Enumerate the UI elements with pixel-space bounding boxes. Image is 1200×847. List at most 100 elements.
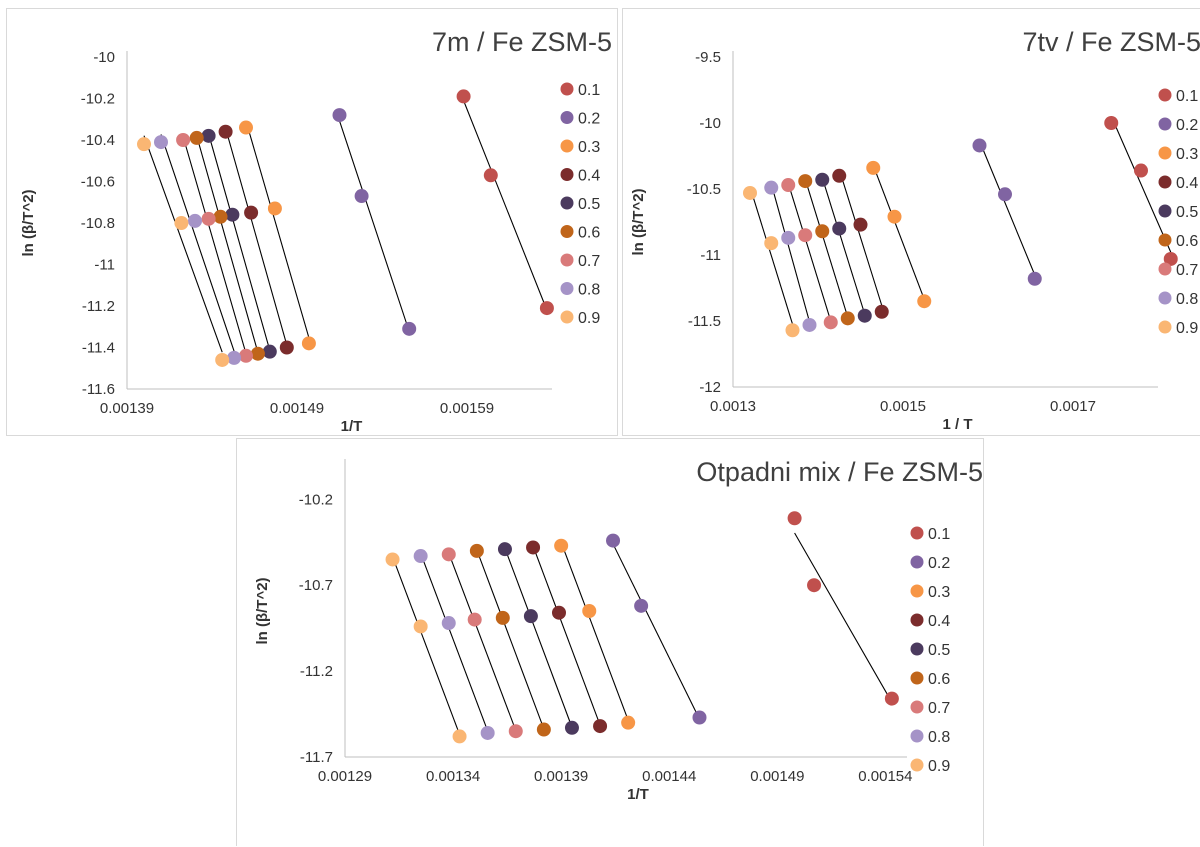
data-point: [887, 209, 902, 224]
legend-label: 0.9: [928, 758, 950, 775]
legend-label: 0.8: [578, 282, 600, 299]
legend-label: 0.2: [578, 111, 600, 128]
data-point: [1134, 163, 1148, 178]
y-tick-label: -11: [700, 247, 721, 264]
legend-marker: [1158, 175, 1172, 189]
data-point: [467, 612, 482, 627]
trend-line: [182, 136, 247, 354]
chart-title: 7tv / Fe ZSM-5: [1022, 27, 1200, 57]
data-point: [832, 168, 847, 183]
data-point: [354, 189, 369, 204]
y-tick-label: -10.4: [81, 132, 115, 149]
legend-label: 0.7: [928, 700, 950, 717]
chart-title: Otpadni mix / Fe ZSM-5: [696, 457, 983, 487]
legend-marker: [560, 111, 574, 124]
legend-marker: [560, 82, 574, 96]
legend-marker: [910, 758, 924, 772]
data-point: [564, 720, 579, 735]
series-0.1: [456, 89, 554, 316]
data-point: [385, 552, 400, 567]
data-point: [508, 724, 523, 739]
data-point: [606, 533, 621, 548]
trend-line: [160, 134, 235, 352]
x-tick-label: 0.0017: [1050, 398, 1096, 415]
legend-marker: [910, 642, 924, 656]
legend-marker: [910, 555, 924, 569]
data-point: [539, 301, 554, 316]
data-point: [853, 217, 868, 232]
y-tick-label: -11.5: [688, 313, 721, 330]
series-0.6: [798, 174, 855, 326]
data-point: [239, 348, 253, 363]
data-point: [441, 547, 456, 562]
series-0.4: [218, 124, 294, 355]
data-point: [593, 719, 608, 734]
y-tick-label: -11: [94, 257, 115, 274]
series-0.9: [743, 185, 800, 338]
series-0.2: [972, 138, 1042, 286]
data-point: [815, 172, 830, 187]
data-point: [279, 340, 294, 355]
y-axis-title: ln (β/T^2): [630, 188, 647, 255]
series-0.3: [866, 160, 932, 309]
data-point: [189, 130, 204, 145]
trend-line: [420, 553, 489, 732]
trend-line: [612, 543, 700, 720]
series-0.8: [154, 134, 242, 365]
data-point: [743, 185, 757, 200]
y-tick-label: -11.2: [82, 298, 115, 315]
legend-marker: [560, 139, 574, 153]
y-axis-title: ln (β/T^2): [20, 189, 37, 256]
data-point: [523, 609, 538, 624]
series-0.4: [832, 168, 889, 319]
trend-line: [794, 532, 893, 703]
trend-line: [463, 100, 548, 311]
legend-marker: [560, 168, 574, 181]
series-0.2: [332, 108, 417, 336]
legend-label: 0.7: [578, 253, 600, 270]
y-tick-label: -11.2: [300, 663, 333, 680]
data-point: [798, 228, 813, 243]
legend-label: 0.8: [928, 729, 950, 746]
legend-marker: [560, 253, 574, 267]
y-axis-title: ln (β/T^2): [254, 577, 271, 644]
data-point: [201, 128, 216, 143]
trend-line: [208, 133, 271, 351]
data-point: [785, 323, 800, 338]
legend-label: 0.5: [1176, 204, 1198, 221]
legend-label: 0.1: [928, 526, 950, 543]
trend-line: [804, 179, 849, 318]
data-point: [802, 317, 817, 332]
legend-label: 0.3: [1176, 146, 1198, 163]
data-point: [244, 205, 259, 220]
legend-label: 0.6: [1176, 233, 1198, 250]
y-tick-label: -11.6: [82, 381, 115, 398]
y-tick-label: -10.2: [81, 91, 115, 108]
series-0.7: [441, 547, 523, 739]
data-point: [823, 315, 838, 330]
data-point: [456, 89, 471, 104]
data-point: [998, 187, 1012, 202]
x-tick-label: 0.0015: [880, 398, 926, 415]
data-point: [227, 350, 242, 365]
legend-label: 0.1: [1176, 88, 1198, 105]
data-point: [402, 321, 417, 336]
data-point: [972, 138, 987, 153]
x-tick-label: 0.00144: [642, 768, 696, 785]
data-point: [215, 352, 230, 367]
trend-line: [338, 120, 410, 332]
trend-line: [392, 556, 461, 735]
data-point: [764, 236, 779, 251]
legend-label: 0.2: [928, 555, 950, 572]
trend-line: [978, 140, 1036, 276]
legend-marker: [560, 282, 574, 295]
data-point: [798, 174, 813, 189]
data-point: [781, 178, 796, 193]
legend-marker: [910, 700, 924, 714]
series-0.3: [554, 538, 636, 730]
legend-label: 0.6: [578, 225, 600, 242]
data-point: [554, 538, 569, 553]
series-0.1: [1104, 115, 1178, 266]
legend-marker: [1158, 204, 1172, 218]
y-tick-label: -10.2: [299, 491, 333, 508]
